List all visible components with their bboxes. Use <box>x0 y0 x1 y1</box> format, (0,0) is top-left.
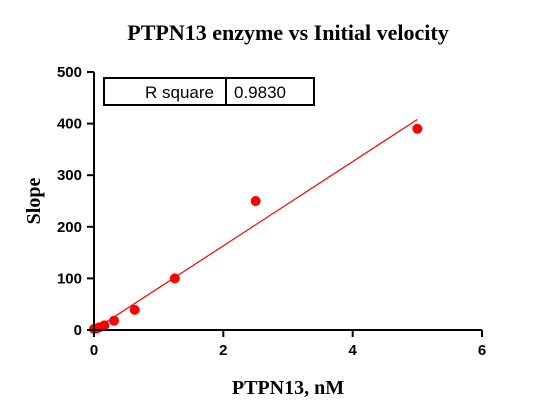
x-tick-label: 6 <box>478 342 486 359</box>
data-point <box>99 320 110 331</box>
y-tick-label: 0 <box>74 322 82 339</box>
y-tick-label: 200 <box>57 219 82 236</box>
r-square-value: 0.9830 <box>234 83 286 102</box>
regression-line <box>93 118 418 331</box>
plot-area <box>89 118 423 334</box>
y-axis-ticks: 0 100 200 300 400 500 <box>57 64 94 339</box>
y-tick-label: 300 <box>57 167 82 184</box>
x-axis-ticks: 0 2 4 6 <box>90 330 486 359</box>
y-axis-label: Slope <box>23 178 45 225</box>
x-tick-label: 4 <box>348 342 357 359</box>
chart-title: PTPN13 enzyme vs Initial velocity <box>127 20 448 45</box>
r-square-label: R square <box>145 83 214 102</box>
x-axis-label: PTPN13, nM <box>232 377 344 399</box>
data-point <box>109 315 120 326</box>
data-point <box>169 273 180 284</box>
r-square-table-border <box>103 77 315 106</box>
y-tick-label: 400 <box>57 116 82 133</box>
x-tick-label: 0 <box>90 342 98 359</box>
data-point <box>129 304 140 315</box>
r-square-table: R square 0.9830 <box>103 77 315 106</box>
y-tick-label: 100 <box>57 270 82 287</box>
y-tick-label: 500 <box>57 64 82 81</box>
data-point <box>250 196 261 206</box>
x-tick-label: 2 <box>219 342 227 359</box>
data-point <box>412 123 423 134</box>
